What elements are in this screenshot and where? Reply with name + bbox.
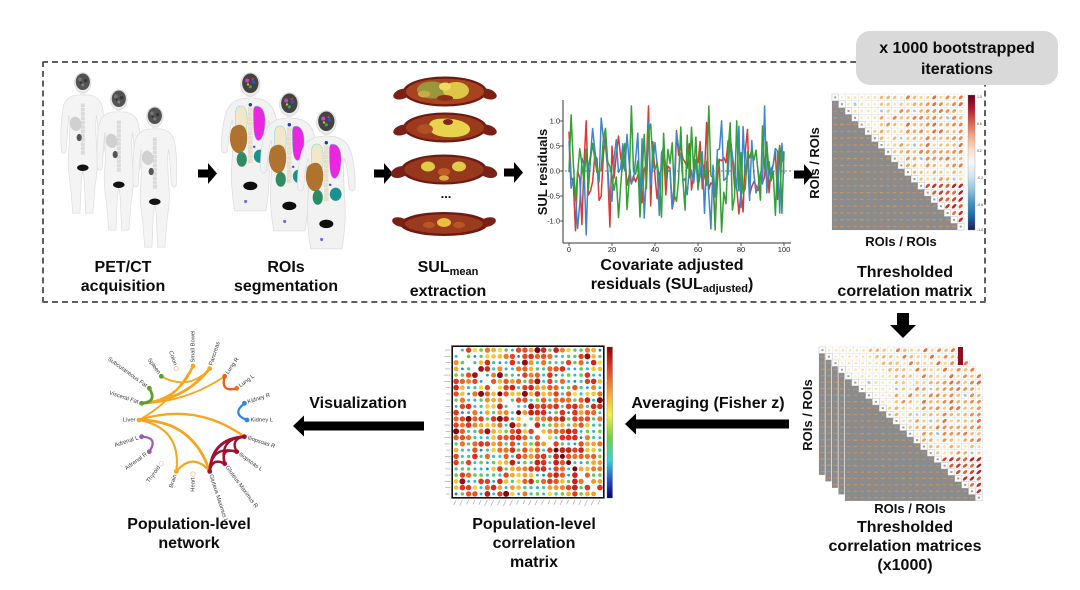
svg-text:Adrenal R: Adrenal R bbox=[124, 452, 148, 472]
svg-text:0: 0 bbox=[567, 245, 571, 254]
svg-text:Liver: Liver bbox=[123, 418, 136, 424]
svg-text:Kidney L: Kidney L bbox=[251, 418, 274, 424]
svg-text:ROIs / ROIs: ROIs / ROIs bbox=[807, 127, 822, 199]
svg-text:0.2: 0.2 bbox=[977, 149, 982, 153]
svg-text:ROIs / ROIs: ROIs / ROIs bbox=[800, 379, 815, 451]
svg-text:Heart: Heart bbox=[191, 477, 197, 492]
svg-text:Small Bowel: Small Bowel bbox=[191, 331, 197, 363]
svg-text:0.6: 0.6 bbox=[977, 122, 982, 126]
svg-text:ROIs / ROIs: ROIs / ROIs bbox=[874, 501, 946, 516]
svg-text:-1.0: -1.0 bbox=[977, 228, 983, 232]
svg-text:Colon: Colon bbox=[167, 350, 177, 366]
svg-text:ROIs / ROIs: ROIs / ROIs bbox=[865, 234, 937, 249]
svg-text:Kidney R: Kidney R bbox=[247, 393, 271, 406]
svg-text:60: 60 bbox=[694, 245, 702, 254]
svg-text:Visceral Fat: Visceral Fat bbox=[108, 390, 139, 405]
svg-text:0.5: 0.5 bbox=[550, 142, 560, 151]
svg-text:-0.2: -0.2 bbox=[977, 176, 983, 180]
svg-text:Subcutaneous Fat: Subcutaneous Fat bbox=[106, 357, 148, 390]
svg-text:20: 20 bbox=[608, 245, 616, 254]
svg-text:-0.5: -0.5 bbox=[547, 192, 560, 201]
svg-text:40: 40 bbox=[651, 245, 659, 254]
svg-text:-0.6: -0.6 bbox=[977, 203, 983, 207]
svg-text:Pancreas: Pancreas bbox=[208, 341, 221, 366]
svg-text:80: 80 bbox=[737, 245, 745, 254]
svg-text:0.0: 0.0 bbox=[550, 167, 560, 176]
svg-text:SUL residuals: SUL residuals bbox=[535, 129, 550, 215]
svg-text:Spleen: Spleen bbox=[146, 357, 161, 375]
svg-text:Gluteus Maximus R: Gluteus Maximus R bbox=[224, 465, 259, 509]
svg-text:-1.0: -1.0 bbox=[547, 217, 560, 226]
svg-text:Thyroid: Thyroid bbox=[146, 465, 162, 484]
svg-text:Lung R: Lung R bbox=[225, 357, 241, 376]
svg-text:Iliopsoas R: Iliopsoas R bbox=[247, 435, 276, 450]
svg-text:1.0: 1.0 bbox=[550, 117, 560, 126]
svg-text:1.0: 1.0 bbox=[977, 95, 982, 99]
svg-text:Lung L: Lung L bbox=[238, 373, 256, 389]
svg-text:Adrenal L: Adrenal L bbox=[114, 435, 140, 449]
svg-text:...: ... bbox=[441, 186, 452, 201]
svg-text:Iliopsoas L: Iliopsoas L bbox=[237, 452, 264, 474]
svg-text:Brain: Brain bbox=[169, 474, 179, 489]
svg-text:100: 100 bbox=[778, 245, 791, 254]
